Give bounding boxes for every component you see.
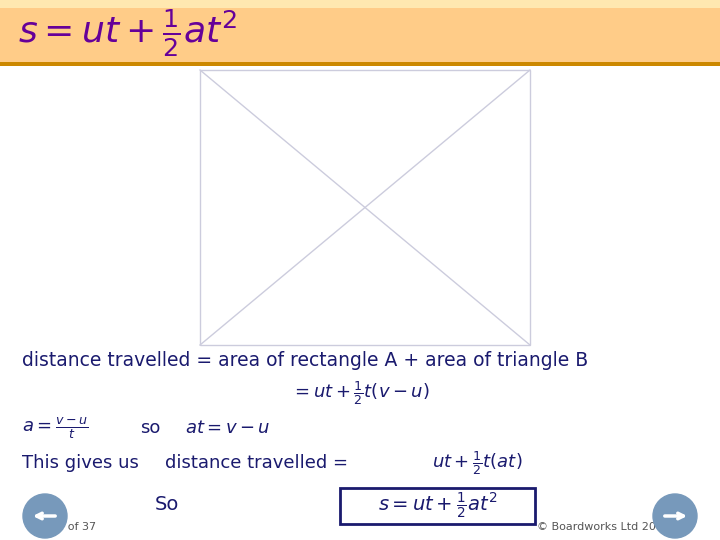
Text: 22 of 37: 22 of 37 <box>50 522 96 532</box>
Text: $a = \frac{v - u}{t}$: $a = \frac{v - u}{t}$ <box>22 415 88 441</box>
Text: distance travelled =: distance travelled = <box>165 454 348 472</box>
Circle shape <box>23 494 67 538</box>
Text: so: so <box>140 419 161 437</box>
Text: This gives us: This gives us <box>22 454 139 472</box>
Circle shape <box>653 494 697 538</box>
Text: $at = v - u$: $at = v - u$ <box>185 419 271 437</box>
Text: © Boardworks Ltd 2005: © Boardworks Ltd 2005 <box>537 522 670 532</box>
Bar <box>340 488 535 524</box>
Bar <box>200 70 530 345</box>
Text: $\mathit{s = ut + \frac{1}{2}at^2}$: $\mathit{s = ut + \frac{1}{2}at^2}$ <box>18 7 238 59</box>
Text: $s = ut + \frac{1}{2}at^2$: $s = ut + \frac{1}{2}at^2$ <box>378 491 497 521</box>
Text: $ut + \frac{1}{2}t(at)$: $ut + \frac{1}{2}t(at)$ <box>432 449 523 477</box>
Bar <box>0 0 720 62</box>
Bar <box>0 66 720 540</box>
Text: distance travelled = area of rectangle A + area of triangle B: distance travelled = area of rectangle A… <box>22 350 588 369</box>
Bar <box>0 0 720 8</box>
Text: So: So <box>155 496 179 515</box>
Bar <box>0 62 720 66</box>
Text: $= ut + \frac{1}{2}t(v - u)$: $= ut + \frac{1}{2}t(v - u)$ <box>291 379 429 407</box>
